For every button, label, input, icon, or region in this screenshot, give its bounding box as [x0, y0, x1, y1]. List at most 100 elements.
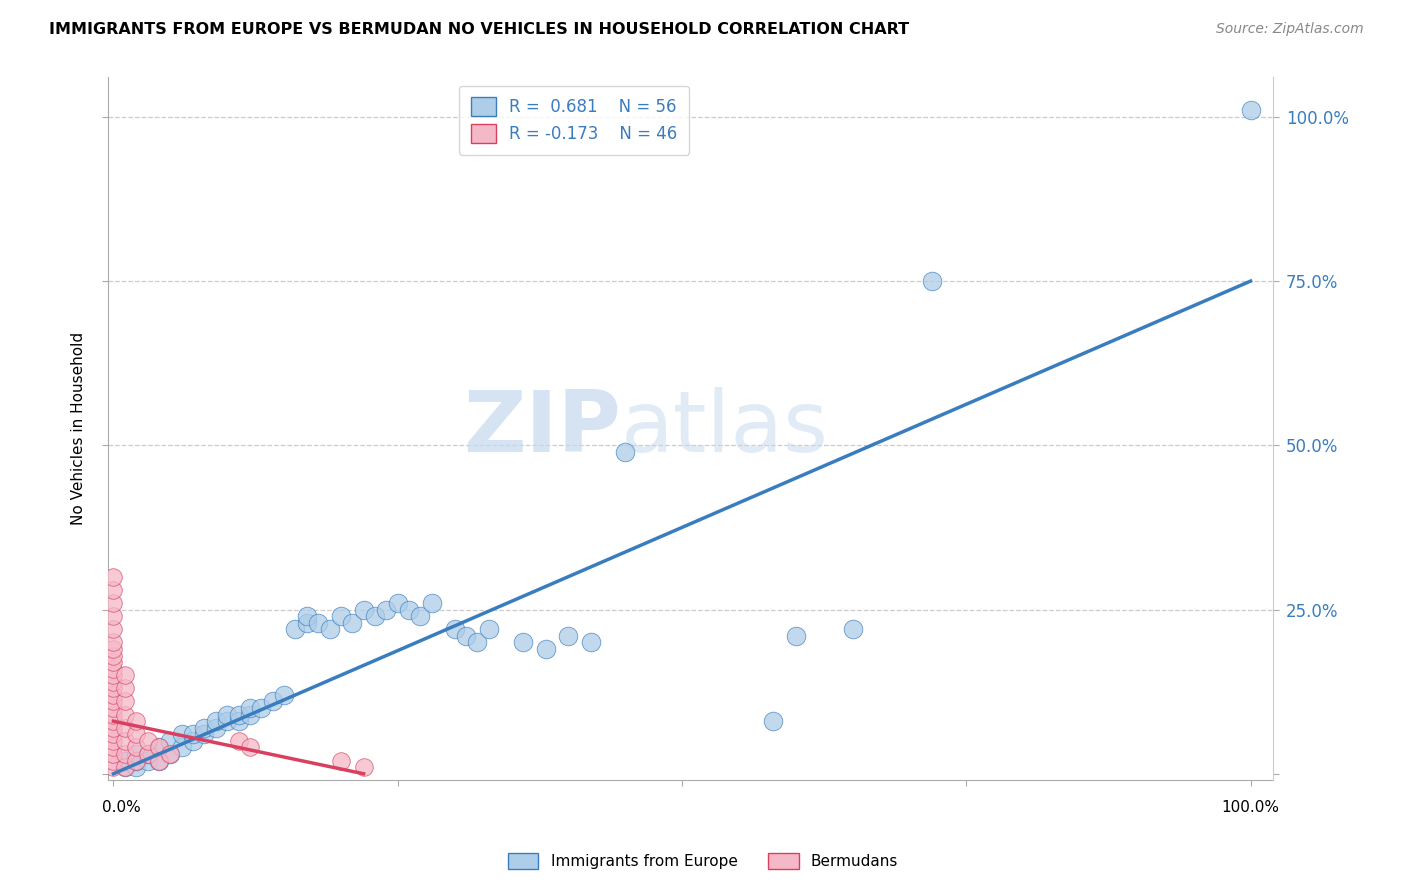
Point [114, 707, 136, 722]
Legend: Immigrants from Europe, Bermudans: Immigrants from Europe, Bermudans [502, 847, 904, 875]
Point [114, 754, 136, 768]
Point [148, 740, 170, 755]
Point [250, 701, 273, 715]
Point [454, 629, 477, 643]
Y-axis label: No Vehicles in Household: No Vehicles in Household [72, 333, 86, 525]
Point [103, 688, 125, 702]
Point [103, 668, 125, 682]
Point [353, 602, 375, 616]
Point [228, 714, 250, 729]
Point [193, 727, 215, 741]
Point [114, 734, 136, 748]
Point [103, 662, 125, 676]
Point [921, 274, 943, 288]
Point [114, 681, 136, 696]
Point [170, 740, 193, 755]
Point [103, 760, 125, 774]
Point [353, 760, 375, 774]
Point [103, 622, 125, 636]
Point [512, 635, 534, 649]
Point [103, 635, 125, 649]
Point [136, 754, 159, 768]
Point [557, 629, 579, 643]
Point [1239, 103, 1261, 118]
Point [398, 602, 420, 616]
Point [534, 642, 557, 657]
Point [181, 734, 204, 748]
Point [193, 721, 215, 735]
Point [103, 754, 125, 768]
Point [204, 721, 226, 735]
Point [420, 596, 443, 610]
Point [148, 754, 170, 768]
Point [785, 629, 807, 643]
Point [103, 642, 125, 657]
Point [125, 754, 148, 768]
Point [329, 754, 352, 768]
Point [103, 674, 125, 689]
Point [614, 445, 637, 459]
Point [114, 760, 136, 774]
Point [125, 727, 148, 741]
Point [103, 570, 125, 584]
Point [228, 734, 250, 748]
Point [103, 707, 125, 722]
Point [159, 747, 181, 761]
Point [295, 609, 318, 624]
Point [318, 622, 340, 636]
Point [148, 740, 170, 755]
Point [217, 707, 239, 722]
Point [114, 747, 136, 761]
Text: 100.0%: 100.0% [1222, 800, 1279, 815]
Point [387, 596, 409, 610]
Point [329, 609, 352, 624]
Point [125, 747, 148, 761]
Point [103, 734, 125, 748]
Point [103, 648, 125, 663]
Point [273, 688, 295, 702]
Point [228, 707, 250, 722]
Point [103, 721, 125, 735]
Point [136, 734, 159, 748]
Point [103, 747, 125, 761]
Point [342, 615, 364, 630]
Point [465, 635, 488, 649]
Text: ZIP: ZIP [463, 387, 620, 470]
Point [114, 694, 136, 708]
Point [170, 727, 193, 741]
Point [295, 615, 318, 630]
Point [409, 609, 432, 624]
Point [159, 734, 181, 748]
Point [181, 727, 204, 741]
Point [103, 609, 125, 624]
Point [103, 694, 125, 708]
Point [125, 754, 148, 768]
Point [114, 721, 136, 735]
Point [239, 707, 262, 722]
Text: Source: ZipAtlas.com: Source: ZipAtlas.com [1216, 22, 1364, 37]
Point [103, 655, 125, 669]
Point [103, 714, 125, 729]
Text: 0.0%: 0.0% [103, 800, 141, 815]
Text: atlas: atlas [620, 387, 828, 470]
Point [364, 609, 387, 624]
Point [239, 740, 262, 755]
Point [239, 701, 262, 715]
Point [125, 760, 148, 774]
Point [103, 740, 125, 755]
Point [114, 668, 136, 682]
Point [136, 747, 159, 761]
Point [262, 694, 284, 708]
Point [307, 615, 329, 630]
Point [103, 596, 125, 610]
Point [148, 754, 170, 768]
Point [103, 681, 125, 696]
Point [443, 622, 465, 636]
Legend: R =  0.681    N = 56, R = -0.173    N = 46: R = 0.681 N = 56, R = -0.173 N = 46 [458, 86, 689, 155]
Point [159, 747, 181, 761]
Point [103, 582, 125, 597]
Point [284, 622, 307, 636]
Point [217, 714, 239, 729]
Point [103, 727, 125, 741]
Text: IMMIGRANTS FROM EUROPE VS BERMUDAN NO VEHICLES IN HOUSEHOLD CORRELATION CHART: IMMIGRANTS FROM EUROPE VS BERMUDAN NO VE… [49, 22, 910, 37]
